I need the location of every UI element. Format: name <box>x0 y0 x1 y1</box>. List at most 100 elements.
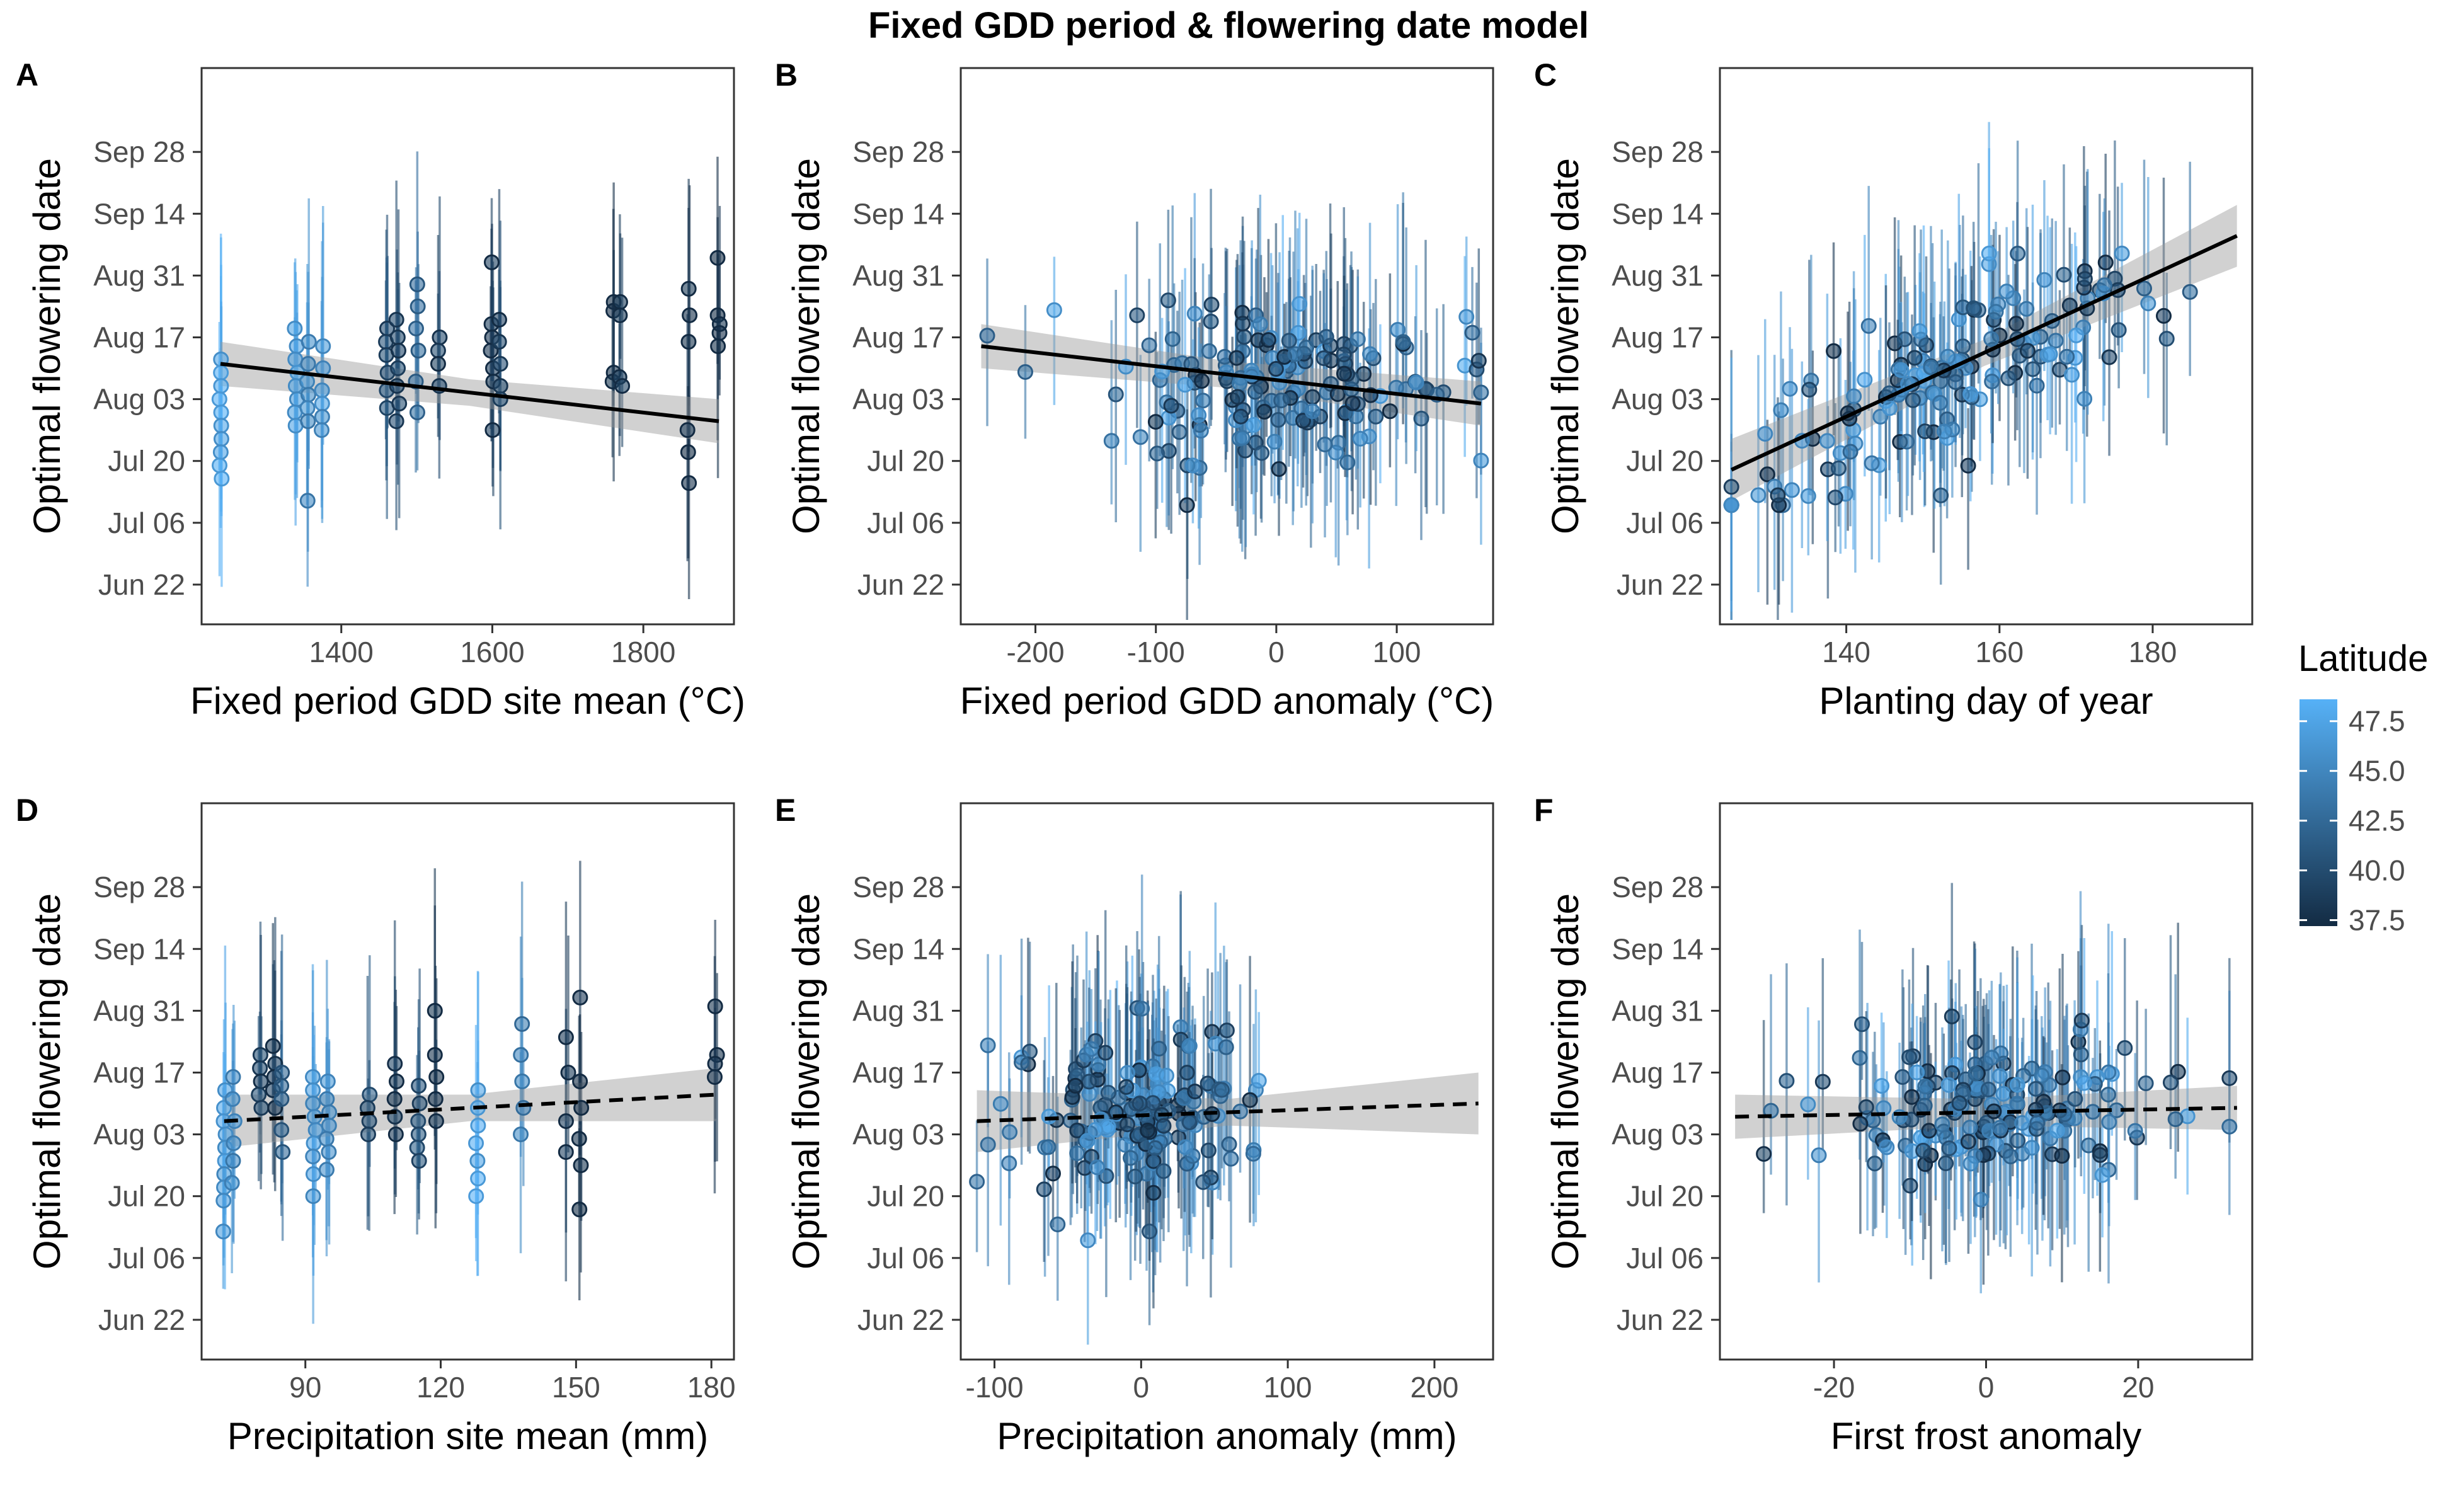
point <box>410 1113 427 1130</box>
point <box>1089 1159 1106 1176</box>
point <box>252 1046 268 1063</box>
point <box>1155 1163 1172 1179</box>
point <box>226 1135 242 1152</box>
point <box>682 307 698 323</box>
point <box>299 493 316 509</box>
panel-e: E Jun 22 Jul 06 Jul 20 Aug 03 Aug 17 Aug 31 Sep… <box>775 793 1494 1457</box>
point <box>432 329 448 345</box>
point <box>1936 423 1952 440</box>
point <box>1917 1079 1933 1095</box>
point <box>1246 416 1262 433</box>
point <box>1854 1016 1870 1033</box>
point <box>1962 386 1979 403</box>
point <box>387 1126 404 1143</box>
x-tick-label: -200 <box>1006 636 1064 668</box>
point <box>1079 1133 1096 1149</box>
point <box>1254 445 1270 461</box>
point <box>1852 1050 1868 1066</box>
point <box>1103 433 1120 449</box>
y-tick-label: Sep 14 <box>852 197 944 230</box>
legend-tick-label: 37.5 <box>2349 904 2405 937</box>
y-tick-label: Aug 03 <box>852 383 944 416</box>
x-tick-label: 150 <box>552 1371 600 1404</box>
x-tick-label: 100 <box>1264 1371 1312 1404</box>
point <box>321 1144 337 1160</box>
x-tick-label: 20 <box>2122 1371 2154 1404</box>
point <box>1203 297 1220 313</box>
point <box>409 404 425 421</box>
point <box>410 343 427 359</box>
point <box>1067 1077 1084 1094</box>
point <box>470 1082 486 1099</box>
point <box>319 1091 335 1108</box>
point <box>2140 295 2156 312</box>
panel-letter: D <box>16 793 38 828</box>
point <box>212 444 229 461</box>
point <box>1980 1081 1996 1097</box>
x-tick-label: 1600 <box>460 636 524 668</box>
point <box>1773 402 1789 418</box>
point <box>1203 313 1219 329</box>
point <box>2048 333 2064 349</box>
point <box>300 356 316 372</box>
point <box>2221 1118 2238 1135</box>
point <box>514 1016 530 1032</box>
point <box>1317 436 1333 452</box>
point <box>1083 1041 1099 1057</box>
point <box>710 338 726 354</box>
y-tick-label: Jul 06 <box>1626 507 1704 539</box>
point <box>2110 322 2127 338</box>
point <box>213 418 229 434</box>
point <box>469 1153 486 1169</box>
x-axis-title: Precipitation anomaly (mm) <box>997 1415 1457 1457</box>
point <box>2073 1012 2090 1029</box>
point <box>315 360 331 377</box>
point <box>1081 1074 1097 1090</box>
point <box>1413 410 1429 427</box>
point <box>1318 329 1334 345</box>
point <box>1118 1079 1135 1095</box>
point <box>680 280 697 297</box>
point <box>305 1096 321 1112</box>
point <box>305 1166 321 1183</box>
point <box>1916 1097 1933 1114</box>
point <box>707 1055 723 1072</box>
point <box>1339 454 1356 471</box>
point <box>2092 1147 2109 1163</box>
point <box>1998 284 2015 300</box>
panel-letter: B <box>775 57 798 93</box>
point <box>1778 1073 1795 1089</box>
point <box>224 1175 240 1191</box>
point <box>318 1162 335 1178</box>
point <box>252 1060 268 1076</box>
x-axis-title: Planting day of year <box>1819 680 2153 722</box>
y-axis-title: Optimal flowering date <box>26 893 68 1269</box>
point <box>1266 433 1283 450</box>
x-tick-label: 100 <box>1373 636 1421 668</box>
point <box>409 276 425 292</box>
point <box>681 475 697 491</box>
point <box>315 338 331 354</box>
y-tick-label: Sep 28 <box>852 871 944 903</box>
point <box>1069 1122 1085 1138</box>
point <box>1915 1142 1932 1159</box>
point <box>1382 403 1398 420</box>
panel-d: D Jun 22 Jul 06 Jul 20 Aug 03 Aug 17 Aug 31 Sep… <box>16 793 736 1457</box>
panel-border <box>959 802 1494 1361</box>
y-tick-label: Aug 17 <box>1612 1056 1704 1089</box>
point <box>1960 1133 1976 1150</box>
y-axis-title: Optimal flowering date <box>785 158 827 534</box>
y-tick-label: Jul 20 <box>867 445 944 478</box>
point <box>314 422 330 438</box>
point <box>1940 1077 1957 1093</box>
point <box>1213 1082 1230 1098</box>
point <box>1001 1155 1017 1171</box>
y-tick-label: Sep 14 <box>93 197 185 230</box>
point <box>1119 1116 1135 1133</box>
point <box>1867 1155 1883 1172</box>
y-axis-title: Optimal flowering date <box>26 158 68 534</box>
point <box>305 1068 321 1085</box>
y-tick-label: Aug 17 <box>93 1056 185 1089</box>
point <box>1973 1191 1989 1208</box>
legend-tick-label: 47.5 <box>2349 705 2405 738</box>
